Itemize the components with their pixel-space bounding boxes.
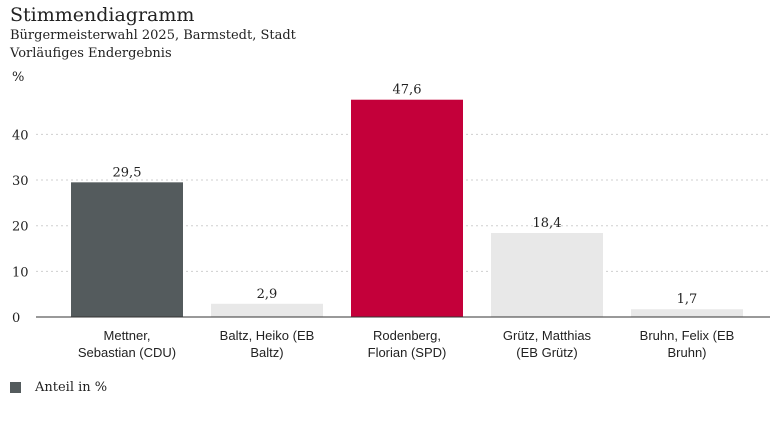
y-tick-label: 0 (12, 311, 20, 326)
x-tick-label: Baltz, Heiko (EB Baltz) (220, 328, 315, 360)
x-tick-label: Grütz, Matthias (EB Grütz) (503, 328, 592, 360)
bar (211, 303, 323, 317)
bar-value-label: 1,7 (677, 292, 698, 307)
legend-swatch (10, 382, 21, 393)
y-axis-unit: % (12, 70, 25, 85)
bar-value-label: 29,5 (113, 165, 142, 180)
y-tick-label: 20 (12, 220, 29, 235)
x-tick-label: Bruhn, Felix (EB Bruhn) (640, 328, 735, 360)
bar-value-label: 2,9 (257, 287, 278, 302)
x-tick-label: Mettner, Sebastian (CDU) (78, 328, 176, 360)
bar (631, 309, 743, 317)
bar-value-label: 47,6 (393, 83, 422, 98)
legend-label: Anteil in % (35, 380, 108, 395)
bar (351, 99, 463, 318)
y-tick-label: 10 (12, 265, 29, 280)
chart-title: Stimmendiagramm (10, 4, 195, 26)
y-tick-label: 40 (12, 128, 29, 143)
bar (491, 233, 603, 317)
chart-subtitle: Bürgermeisterwahl 2025, Barmstedt, Stadt (10, 28, 296, 43)
legend: Anteil in % (10, 380, 107, 395)
chart-note: Vorläufiges Endergebnis (10, 46, 172, 61)
bar-value-label: 18,4 (533, 216, 562, 231)
bar (71, 182, 183, 317)
y-tick-label: 30 (12, 174, 29, 189)
x-tick-label: Rodenberg, Florian (SPD) (368, 328, 447, 360)
